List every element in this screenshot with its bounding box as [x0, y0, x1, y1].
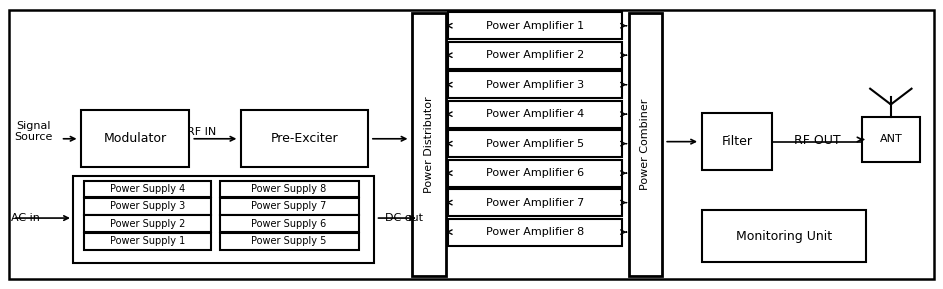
- Bar: [629, 13, 662, 276]
- Text: Power Supply 6: Power Supply 6: [252, 219, 326, 229]
- Text: Signal
Source: Signal Source: [14, 121, 53, 142]
- Text: Power Distributor: Power Distributor: [424, 96, 434, 193]
- Bar: [702, 210, 867, 262]
- Bar: [81, 110, 190, 167]
- Text: Modulator: Modulator: [104, 132, 167, 145]
- Bar: [448, 71, 622, 98]
- Bar: [448, 219, 622, 246]
- Text: Power Amplifier 8: Power Amplifier 8: [486, 227, 584, 237]
- Bar: [448, 12, 622, 39]
- Bar: [448, 42, 622, 69]
- Bar: [84, 216, 211, 232]
- Text: Monitoring Unit: Monitoring Unit: [736, 229, 832, 242]
- Text: Power Combiner: Power Combiner: [640, 99, 651, 190]
- Text: Power Supply 8: Power Supply 8: [252, 184, 326, 194]
- Bar: [862, 117, 920, 162]
- Text: Power Amplifier 6: Power Amplifier 6: [486, 168, 584, 178]
- Text: Power Amplifier 2: Power Amplifier 2: [486, 50, 584, 60]
- Text: Power Amplifier 5: Power Amplifier 5: [486, 139, 584, 149]
- Bar: [84, 181, 211, 197]
- Text: ANT: ANT: [880, 134, 902, 144]
- Text: Power Supply 1: Power Supply 1: [110, 236, 185, 246]
- Bar: [220, 233, 358, 249]
- Text: Power Supply 7: Power Supply 7: [252, 201, 327, 211]
- Text: Pre-Exciter: Pre-Exciter: [271, 132, 339, 145]
- Bar: [448, 130, 622, 157]
- Bar: [412, 13, 446, 276]
- Text: Power Supply 5: Power Supply 5: [252, 236, 327, 246]
- Text: AC in: AC in: [11, 213, 41, 223]
- Bar: [220, 181, 358, 197]
- Bar: [702, 113, 772, 170]
- Text: Power Supply 4: Power Supply 4: [110, 184, 185, 194]
- Text: RF IN: RF IN: [187, 127, 216, 137]
- Bar: [241, 110, 368, 167]
- Text: Power Supply 2: Power Supply 2: [110, 219, 185, 229]
- Bar: [84, 233, 211, 249]
- Text: RF OUT: RF OUT: [794, 134, 840, 147]
- Text: Power Amplifier 4: Power Amplifier 4: [486, 109, 584, 119]
- Text: Power Amplifier 3: Power Amplifier 3: [486, 80, 584, 90]
- Text: Power Amplifier 1: Power Amplifier 1: [486, 21, 584, 31]
- Bar: [73, 176, 373, 263]
- Text: Filter: Filter: [721, 135, 753, 148]
- Bar: [220, 216, 358, 232]
- Bar: [220, 198, 358, 215]
- Text: DC out: DC out: [385, 213, 423, 223]
- Text: Power Supply 3: Power Supply 3: [110, 201, 185, 211]
- Bar: [448, 189, 622, 216]
- Bar: [448, 160, 622, 187]
- Text: Power Amplifier 7: Power Amplifier 7: [486, 198, 584, 208]
- Bar: [448, 101, 622, 128]
- Bar: [84, 198, 211, 215]
